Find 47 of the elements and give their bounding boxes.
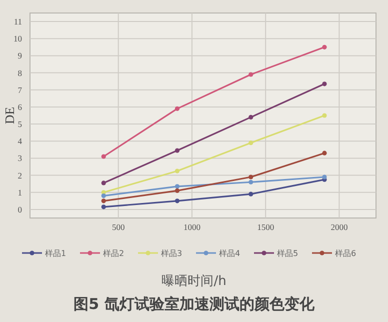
x-tick-label: 500: [112, 222, 125, 232]
point: [174, 188, 180, 193]
point: [322, 174, 327, 180]
point: [174, 148, 180, 153]
point: [101, 198, 106, 204]
legend-label: 样品6: [335, 249, 356, 258]
point: [101, 154, 106, 159]
y-tick-label: 5: [18, 119, 22, 130]
point: [322, 82, 327, 86]
point: [248, 174, 254, 180]
point: [322, 150, 327, 156]
y-tick-label: 6: [18, 102, 22, 112]
x-axis-title: 曝晒时间/h: [162, 274, 226, 289]
legend-label: 样品1: [45, 249, 66, 258]
y-axis-title: DE: [2, 106, 17, 124]
legend-label: 样品3: [161, 249, 182, 258]
x-tick-label: 1000: [183, 222, 200, 232]
y-tick-label: 9: [18, 50, 22, 61]
point: [101, 180, 106, 186]
point: [248, 192, 254, 196]
point: [248, 140, 254, 146]
point: [101, 193, 106, 198]
y-tick-label: 7: [18, 84, 22, 95]
point: [322, 44, 327, 50]
legend-label: 样品4: [219, 249, 240, 258]
y-tick-label: 3: [18, 153, 22, 164]
text: 图5 氙灯试验室加速测试的颜色变化: [74, 295, 316, 313]
y-tick-label: 8: [18, 68, 22, 78]
y-tick-label: 1: [18, 187, 22, 198]
y-tick-label: 2: [18, 170, 22, 180]
legend-label: 样品2: [103, 249, 124, 258]
point: [174, 184, 180, 189]
point: [174, 168, 180, 174]
point: [248, 180, 254, 184]
y-tick-label: 10: [14, 34, 22, 44]
y-tick-label: 0: [18, 204, 22, 214]
point: [248, 114, 254, 120]
y-tick-label: 4: [18, 136, 23, 146]
y-tick-label: 11: [14, 16, 22, 27]
legend-label: 样品5: [277, 249, 298, 258]
x-tick-label: 2000: [330, 222, 348, 232]
x-tick-label: 1500: [257, 222, 274, 232]
point: [248, 72, 254, 77]
point: [322, 113, 327, 118]
point: [101, 204, 106, 210]
point: [174, 198, 180, 204]
point: [174, 106, 180, 111]
